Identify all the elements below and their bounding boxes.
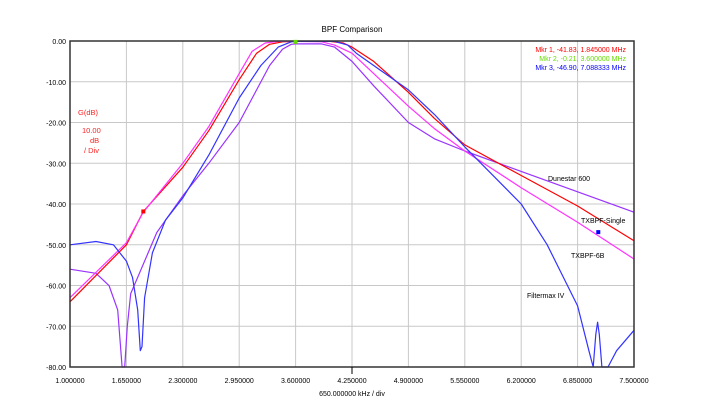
y-tick-label: -20.00 bbox=[46, 121, 66, 128]
markers bbox=[141, 39, 601, 235]
x-tick-label: 5.550000 bbox=[450, 378, 479, 385]
y-tick-label: -10.00 bbox=[46, 80, 66, 87]
y-unit-scale: 10.00 bbox=[82, 126, 101, 135]
x-tick-label: 6.200000 bbox=[507, 378, 536, 385]
series-labels: Dunestar 600 TXBPF-Single TXBPF-6B Filte… bbox=[527, 176, 625, 300]
x-tick-label: 2.950000 bbox=[225, 378, 254, 385]
marker-2-readout: Mkr 2, -0.21, 3.600000 MHz bbox=[539, 56, 626, 63]
x-tick-label: 2.300000 bbox=[168, 378, 197, 385]
x-tick-label: 7.500000 bbox=[619, 378, 648, 385]
x-tick-label: 1.000000 bbox=[55, 378, 84, 385]
x-tick-label: 1.650000 bbox=[112, 378, 141, 385]
y-tick-label: -60.00 bbox=[46, 284, 66, 291]
y-tick-label: -40.00 bbox=[46, 202, 66, 209]
x-tick-label: 3.600000 bbox=[281, 378, 310, 385]
marker-1 bbox=[141, 209, 146, 214]
x-tick-label: 4.250000 bbox=[337, 378, 366, 385]
y-tick-label: -80.00 bbox=[46, 365, 66, 372]
y-unit-per: / Div bbox=[84, 146, 99, 155]
y-unit-name: G(dB) bbox=[78, 108, 99, 117]
grid bbox=[69, 40, 635, 368]
marker-3 bbox=[596, 230, 601, 235]
y-tick-label: -50.00 bbox=[46, 243, 66, 250]
marker-readouts: Mkr 1, -41.83, 1.845000 MHz Mkr 2, -0.21… bbox=[535, 47, 626, 72]
label-txbpf-6b: TXBPF-6B bbox=[571, 253, 605, 260]
x-tick-label: 6.850000 bbox=[563, 378, 592, 385]
y-unit-unit: dB bbox=[90, 136, 99, 145]
x-tick-labels: 1.000000 1.650000 2.300000 2.950000 3.600000… bbox=[55, 378, 648, 385]
y-tick-label: 0.00 bbox=[52, 39, 66, 46]
label-dunestar-600: Dunestar 600 bbox=[548, 176, 590, 183]
chart-title: BPF Comparison bbox=[322, 25, 383, 34]
marker-2 bbox=[293, 39, 298, 44]
label-txbpf-single: TXBPF-Single bbox=[581, 218, 625, 225]
x-tick-label: 4.900000 bbox=[394, 378, 423, 385]
marker-3-readout: Mkr 3, -46.90, 7.088333 MHz bbox=[535, 65, 626, 72]
marker-1-readout: Mkr 1, -41.83, 1.845000 MHz bbox=[535, 47, 626, 54]
label-filtermax-iv: Filtermax IV bbox=[527, 293, 565, 300]
y-tick-label: -70.00 bbox=[46, 324, 66, 331]
y-unit-label: G(dB) 10.00 dB / Div bbox=[78, 108, 101, 155]
y-tick-label: -30.00 bbox=[46, 161, 66, 168]
y-tick-labels: 0.00 -10.00 -20.00 -30.00 -40.00 -50.00 -60.00… bbox=[46, 39, 66, 372]
x-axis-label: 650.000000 kHz / div bbox=[319, 391, 385, 398]
